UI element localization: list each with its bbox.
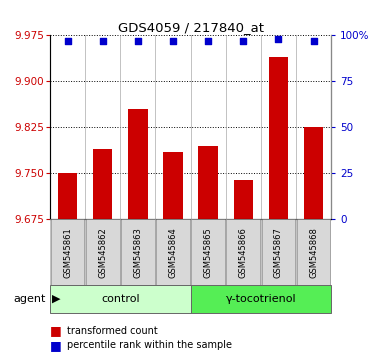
Text: GSM545861: GSM545861: [63, 227, 72, 278]
Point: [275, 36, 281, 42]
Bar: [128, 109, 147, 219]
Text: ▶: ▶: [52, 294, 60, 304]
Bar: [191, 285, 331, 313]
Bar: [121, 219, 155, 285]
Point: [100, 38, 106, 44]
Bar: [51, 219, 84, 285]
Text: GSM545868: GSM545868: [309, 227, 318, 278]
Text: GSM545864: GSM545864: [169, 227, 177, 278]
Text: ■: ■: [50, 325, 62, 337]
Bar: [261, 219, 295, 285]
Title: GDS4059 / 217840_at: GDS4059 / 217840_at: [117, 21, 264, 34]
Bar: [297, 219, 330, 285]
Point: [135, 38, 141, 44]
Bar: [50, 285, 191, 313]
Point: [170, 38, 176, 44]
Bar: [191, 219, 225, 285]
Point: [240, 38, 246, 44]
Text: transformed count: transformed count: [67, 326, 158, 336]
Bar: [58, 173, 77, 219]
Bar: [199, 146, 218, 219]
Text: agent: agent: [14, 294, 46, 304]
Point: [205, 38, 211, 44]
Text: GSM545865: GSM545865: [204, 227, 213, 278]
Text: γ-tocotrienol: γ-tocotrienol: [226, 294, 296, 304]
Text: ■: ■: [50, 339, 62, 352]
Bar: [156, 219, 190, 285]
Text: GSM545866: GSM545866: [239, 227, 248, 278]
Point: [65, 38, 71, 44]
Bar: [234, 179, 253, 219]
Text: control: control: [101, 294, 140, 304]
Bar: [269, 57, 288, 219]
Bar: [226, 219, 260, 285]
Bar: [163, 152, 182, 219]
Text: GSM545862: GSM545862: [98, 227, 107, 278]
Text: GSM545863: GSM545863: [133, 227, 142, 278]
Point: [310, 38, 316, 44]
Bar: [93, 149, 112, 219]
Bar: [86, 219, 120, 285]
Text: percentile rank within the sample: percentile rank within the sample: [67, 340, 233, 350]
Text: GSM545867: GSM545867: [274, 227, 283, 278]
Bar: [304, 127, 323, 219]
